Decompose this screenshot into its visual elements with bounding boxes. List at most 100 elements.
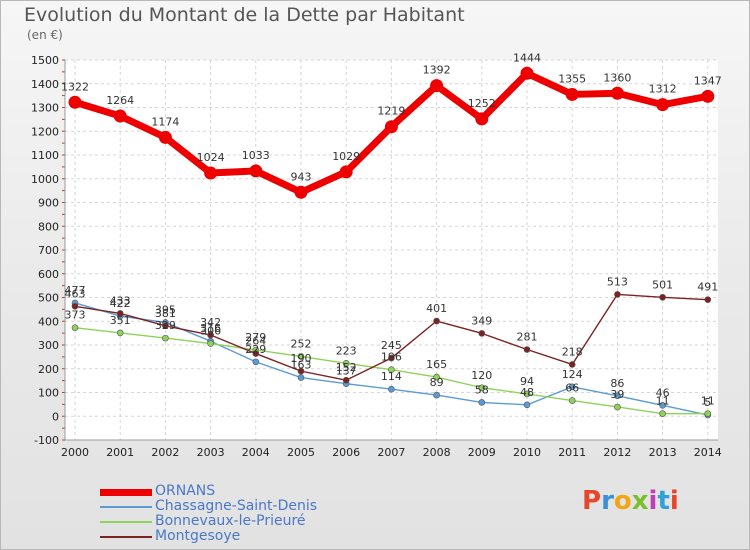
data-label: 329 <box>155 319 176 332</box>
data-label: 1033 <box>242 149 270 162</box>
data-point-ornans <box>701 89 715 103</box>
data-label: 114 <box>381 370 402 383</box>
data-point-bonnevaux-le-prieure <box>71 324 79 331</box>
data-label: 1322 <box>61 80 89 93</box>
x-tick-label: 2008 <box>423 446 451 459</box>
data-label: 281 <box>517 331 538 344</box>
data-label: 422 <box>110 297 131 310</box>
data-point-chassagne-saint-denis <box>433 391 440 399</box>
data-label: 477 <box>65 284 86 297</box>
data-label: 349 <box>471 314 492 327</box>
data-point-ornans <box>204 166 218 180</box>
data-point-bonnevaux-le-prieure <box>342 359 350 367</box>
data-label: 252 <box>291 337 312 350</box>
data-label: 1347 <box>694 74 722 87</box>
data-point-montgesoye <box>297 367 305 375</box>
chart-title: Evolution du Montant de la Dette par Hab… <box>24 4 465 26</box>
data-label: 66 <box>565 382 579 395</box>
data-label: 120 <box>471 369 492 382</box>
x-tick-label: 2006 <box>332 446 360 459</box>
data-point-montgesoye <box>659 293 666 301</box>
logo-letter: x <box>631 486 649 516</box>
data-point-bonnevaux-le-prieure <box>659 410 666 417</box>
data-point-bonnevaux-le-prieure <box>614 403 621 411</box>
data-point-bonnevaux-le-prieure <box>568 397 576 404</box>
data-point-ornans <box>430 79 444 93</box>
data-label: 165 <box>426 358 447 371</box>
data-label: 351 <box>110 314 131 327</box>
logo-letter: i <box>648 486 658 516</box>
y-tick-label: 600 <box>38 268 59 281</box>
data-label: 316 <box>200 322 221 335</box>
data-label: 229 <box>245 343 266 356</box>
data-label: 491 <box>697 281 718 294</box>
data-label: 373 <box>65 309 86 322</box>
data-label: 279 <box>245 331 266 344</box>
data-point-bonnevaux-le-prieure <box>207 340 214 347</box>
data-label: 381 <box>155 307 176 320</box>
data-label: 1174 <box>151 115 179 128</box>
legend-swatch <box>100 506 152 508</box>
data-label: 137 <box>336 365 357 378</box>
legend-label: ORNANS <box>155 483 216 499</box>
x-tick-label: 2000 <box>61 446 89 459</box>
data-label: 1360 <box>603 71 631 84</box>
data-label: 11 <box>701 395 715 408</box>
y-tick-label: -100 <box>34 434 59 447</box>
data-point-montgesoye <box>478 330 486 337</box>
x-tick-label: 2013 <box>649 446 677 459</box>
data-point-bonnevaux-le-prieure <box>297 353 305 360</box>
data-label: 86 <box>610 377 624 390</box>
data-point-chassagne-saint-denis <box>297 374 305 381</box>
proxiti-logo: Proxiti <box>582 486 679 516</box>
data-label: 943 <box>291 170 312 183</box>
data-point-ornans <box>384 120 398 134</box>
data-label: 39 <box>610 388 624 401</box>
x-tick-label: 2012 <box>603 446 631 459</box>
x-tick-label: 2002 <box>151 446 179 459</box>
data-label: 58 <box>475 383 489 396</box>
data-point-montgesoye <box>568 361 576 368</box>
axis-layer: -100 0 100 200 300 400 500 600 700 800 900 1000 1100… <box>31 54 722 459</box>
y-tick-label: 1300 <box>31 102 59 115</box>
y-tick-label: 100 <box>38 387 59 400</box>
data-point-bonnevaux-le-prieure <box>162 334 169 342</box>
data-label: 306 <box>200 325 221 338</box>
data-label: 163 <box>291 359 312 372</box>
legend-label: Bonnevaux-le-Prieuré <box>155 513 306 529</box>
data-label: 89 <box>430 376 444 389</box>
data-point-bonnevaux-le-prieure <box>523 390 531 398</box>
y-tick-label: 0 <box>52 410 59 423</box>
data-label: 1312 <box>649 83 677 96</box>
legend-swatch <box>100 521 152 523</box>
data-point-chassagne-saint-denis <box>523 401 531 409</box>
data-label: 1444 <box>513 51 541 64</box>
data-point-ornans <box>475 112 489 126</box>
data-point-ornans <box>158 130 172 144</box>
chart-unit-label: (en €) <box>27 28 63 42</box>
data-label: 1024 <box>197 151 225 164</box>
x-tick-label: 2004 <box>242 446 270 459</box>
data-point-bonnevaux-le-prieure <box>704 410 712 417</box>
legend-swatch <box>100 488 152 496</box>
data-point-chassagne-saint-denis <box>252 358 260 366</box>
data-label: 1392 <box>423 64 451 77</box>
data-label: 463 <box>65 287 86 300</box>
x-tick-label: 2001 <box>106 446 134 459</box>
data-label: 1219 <box>377 105 405 118</box>
data-label: 245 <box>381 339 402 352</box>
logo-letter: t <box>657 486 670 516</box>
y-tick-label: 400 <box>38 315 59 328</box>
y-tick-label: 900 <box>38 197 59 210</box>
data-label: 5 <box>704 396 711 409</box>
data-point-ornans <box>113 109 127 123</box>
data-point-montgesoye <box>704 296 712 303</box>
data-point-bonnevaux-le-prieure <box>388 366 395 374</box>
data-label: 94 <box>520 375 534 388</box>
x-tick-label: 2005 <box>287 446 315 459</box>
data-point-montgesoye <box>71 302 79 310</box>
y-tick-label: 300 <box>38 339 59 352</box>
y-tick-label: 1200 <box>31 125 59 138</box>
data-point-bonnevaux-le-prieure <box>478 384 486 392</box>
